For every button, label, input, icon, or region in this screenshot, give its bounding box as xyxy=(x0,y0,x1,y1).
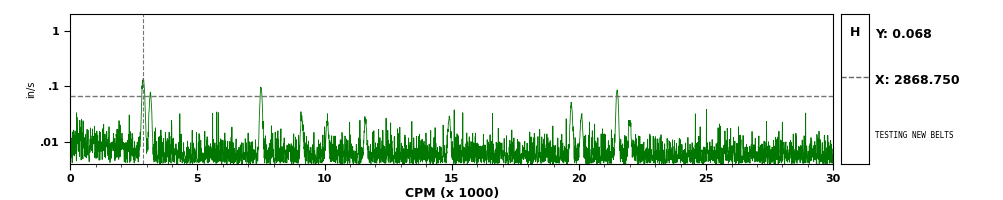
Y-axis label: in/s: in/s xyxy=(26,80,36,98)
Text: H: H xyxy=(850,25,860,38)
X-axis label: CPM (x 1000): CPM (x 1000) xyxy=(404,187,498,200)
Text: Y: 0.068: Y: 0.068 xyxy=(875,27,932,40)
Text: X: 2868.750: X: 2868.750 xyxy=(875,73,959,86)
Text: TESTING NEW BELTS: TESTING NEW BELTS xyxy=(875,132,953,140)
